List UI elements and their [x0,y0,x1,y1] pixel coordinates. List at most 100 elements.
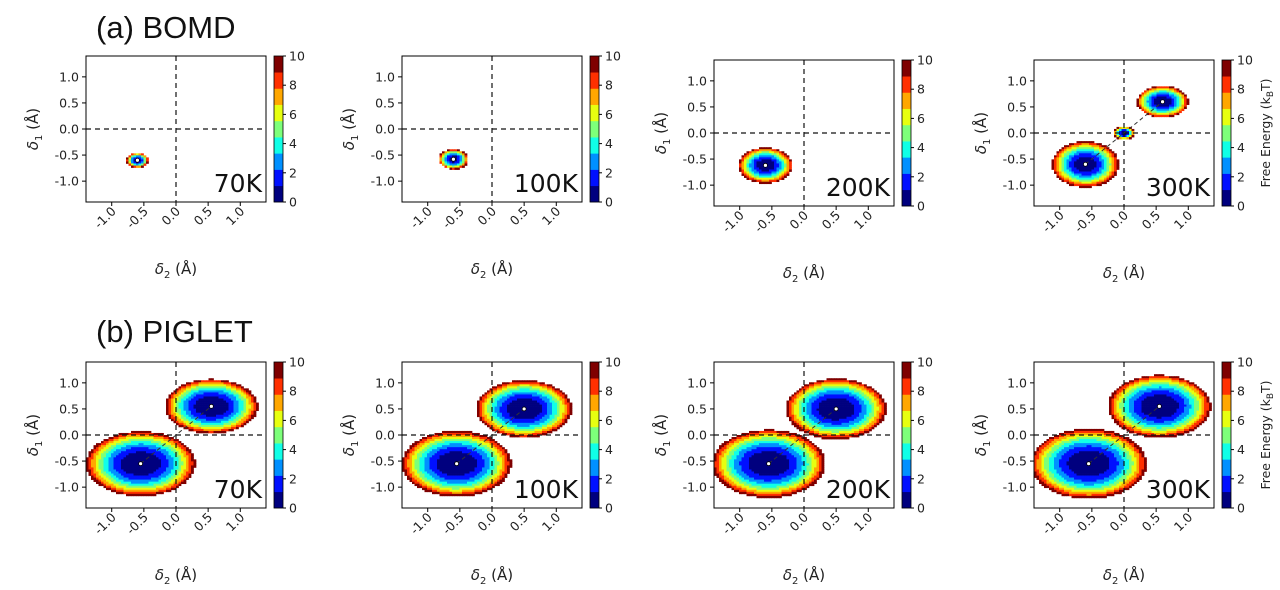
colorbar-segment [590,120,599,138]
colorbar-tick-label: 8 [1237,82,1245,97]
x-axis-label: δ2 (Å) [783,263,825,285]
y-tick-label: -0.5 [1003,454,1027,469]
colorbar-segment [902,108,911,126]
y-tick-label: -1.0 [683,480,707,495]
x-tick-label: 0.5 [819,510,844,535]
heatmap-b-300K [1034,374,1212,499]
minimum-point [208,403,214,409]
colorbar-segment [590,426,599,444]
colorbar: 10 8 6 4 2 0 [273,49,305,210]
colorbar-frame [273,55,284,203]
minimum-point [1086,461,1092,467]
y-tick-label: -1.0 [371,480,395,495]
colorbar-segment [1222,92,1231,109]
colorbar-tick-label: 6 [917,413,925,428]
x-axis-label: δ2 (Å) [1103,565,1145,587]
colorbar-segment [1222,378,1231,395]
colorbar-tick-label: 0 [917,501,925,516]
y-axis-label: δ1 (Å) [23,108,45,150]
x-tick-label: 0.0 [158,509,183,534]
minimum-point [766,461,772,467]
colorbar-frame [1221,361,1232,509]
colorbar-tick-label: 10 [1237,53,1253,68]
x-tick-label: -1.0 [719,207,747,235]
y-tick-label: 0.5 [375,95,395,110]
minimum-point [454,461,460,467]
x-tick-label: 0.0 [158,203,183,228]
x-tick-label: -0.5 [751,510,779,538]
y-tick-label: 0.0 [375,122,395,137]
minimum-point [135,157,140,163]
x-tick-label: -0.5 [439,204,467,232]
y-tick-label: 1.0 [59,69,79,84]
colorbar-tick-label: 4 [605,136,613,151]
y-tick-label: 0.0 [1007,428,1027,443]
colorbar-segment [902,141,911,158]
temperature-label: 70K [214,169,263,198]
colorbar-tick-label: 4 [917,442,925,457]
colorbar-segment [590,443,599,460]
colorbar-tick-label: 6 [289,107,297,122]
y-axis-label: δ1 (Å) [651,112,673,154]
x-tick-label: 1.0 [539,203,564,228]
colorbar-segment [902,124,911,142]
colorbar-tick-label: 0 [605,501,613,516]
colorbar-segment [1222,394,1231,411]
x-tick-label: 0.5 [191,510,216,535]
colorbar-segment [902,173,911,191]
x-tick-label: 0.0 [786,207,811,232]
y-tick-label: -0.5 [55,454,79,469]
colorbar-segment [590,153,599,170]
colorbar-segment [902,378,911,395]
y-tick-label: -1.0 [55,174,79,189]
colorbar-tick-label: 10 [289,49,305,64]
x-axis-label: δ2 (Å) [155,565,197,587]
colorbar-tick-label: 6 [917,111,925,126]
colorbar-segment [902,394,911,411]
colorbar: 10 8 6 4 2 0 [901,53,933,214]
colorbar-segment [590,169,599,187]
minimum-point [521,406,527,412]
colorbar-segment [590,88,599,105]
colorbar-segment [590,56,599,73]
colorbar: 10 8 6 4 2 0 [589,355,621,516]
colorbar-tick-label: 8 [605,78,613,93]
x-tick-label: 1.0 [851,207,876,232]
colorbar-frame [901,59,912,207]
y-tick-label: 1.0 [59,375,79,390]
colorbar-segment [1222,124,1231,142]
y-tick-label: 0.5 [59,401,79,416]
colorbar-segment [902,189,911,207]
colorbar-tick-label: 0 [605,195,613,210]
minimum-point [1083,161,1088,167]
colorbar-segment [590,72,599,89]
colorbar-label: Free Energy (kBT) [1258,78,1276,187]
colorbar-segment [902,426,911,444]
colorbar-tick-label: 8 [1237,384,1245,399]
colorbar-segment [902,459,911,476]
y-tick-label: -0.5 [683,152,707,167]
y-tick-label: -0.5 [683,454,707,469]
x-tick-label: -1.0 [91,203,119,231]
colorbar-tick-label: 6 [605,107,613,122]
minimum-point [1156,403,1162,409]
y-tick-label: -1.0 [683,178,707,193]
x-axis-label: δ2 (Å) [471,259,513,281]
x-tick-label: 1.0 [223,509,248,534]
y-tick-label: 1.0 [375,375,395,390]
colorbar-frame [1221,59,1232,207]
colorbar-segment [1222,426,1231,444]
x-tick-label: 0.5 [191,204,216,229]
colorbar-segment [1222,60,1231,77]
heatmap-b-200K [714,378,887,499]
colorbar-frame [589,361,600,509]
colorbar-segment [902,60,911,77]
colorbar-tick-label: 2 [605,165,613,180]
colorbar: 10 8 6 4 2 0 [589,49,621,210]
heatmap-b-70K [86,378,259,497]
temperature-label: 100K [514,169,579,198]
x-tick-label: 0.5 [1139,208,1164,233]
x-axis-label: δ2 (Å) [783,565,825,587]
